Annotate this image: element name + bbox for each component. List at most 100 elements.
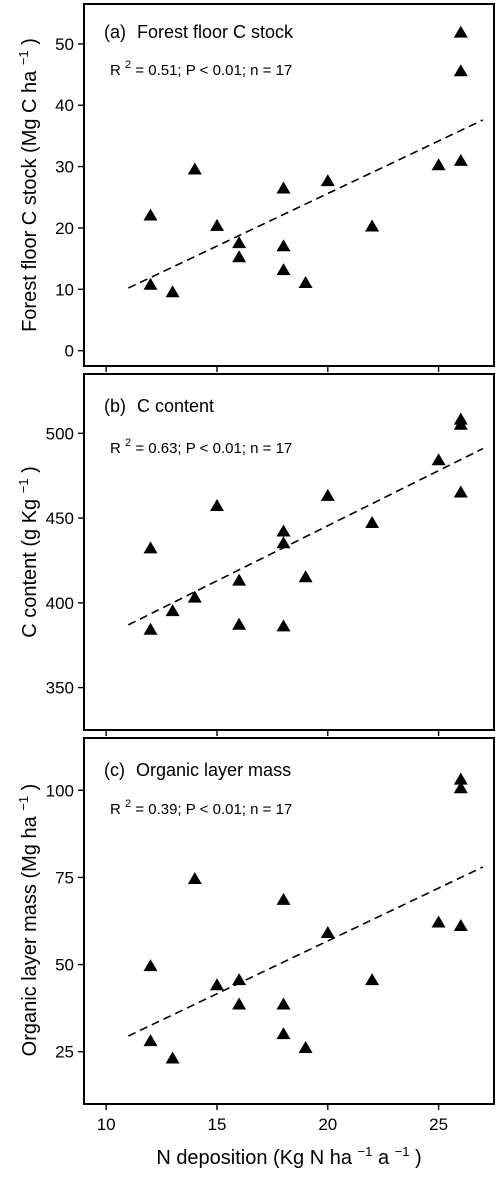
data-point (276, 536, 291, 549)
data-point (453, 772, 468, 785)
x-axis-label-exp-2: −1 (395, 1144, 410, 1159)
data-point (210, 499, 224, 511)
y-tick-label: 50 (55, 35, 74, 54)
y-tick-label: 450 (46, 509, 74, 528)
panel-title-text: Forest floor C stock (137, 22, 294, 42)
data-point (453, 412, 468, 425)
data-point (453, 919, 468, 931)
x-axis-label-main: N deposition (Kg N ha (156, 1147, 353, 1169)
y-tick-label: 10 (55, 280, 74, 299)
data-point (143, 959, 158, 972)
data-point (365, 973, 380, 986)
regression-line-group (127, 119, 484, 289)
panel-c-content: 350 400 450 500 (b) C content R 2 = 0.63; P… (16, 373, 495, 736)
stats-values: = 0.51; P < 0.01; n = 17 (135, 62, 292, 79)
x-axis-ticks (105, 366, 440, 372)
x-tick-label: 15 (208, 1115, 227, 1134)
data-point (298, 276, 313, 288)
data-point (187, 590, 202, 603)
y-tick-label: 40 (55, 96, 74, 115)
data-point (320, 926, 335, 938)
x-axis-label: N deposition (Kg N ha −1 a −1 ) (156, 1139, 421, 1169)
data-point (143, 541, 158, 554)
data-point (453, 25, 468, 38)
y-tick-label: 20 (55, 219, 74, 238)
data-point (210, 978, 224, 991)
y-axis-label-main: C content (g Kg (19, 499, 41, 638)
data-point (232, 997, 247, 1010)
panel-label: (b) (104, 396, 126, 416)
x-tick-label: 20 (318, 1115, 337, 1134)
data-point (453, 153, 468, 166)
data-point (165, 285, 180, 298)
y-axis-label-main: Forest floor C stock (Mg C ha (19, 70, 41, 332)
data-points (143, 412, 468, 635)
data-point (165, 1051, 180, 1064)
data-point (232, 617, 247, 630)
data-point (165, 604, 180, 617)
y-tick-label: 400 (46, 594, 74, 613)
regression-line-group (127, 447, 484, 626)
regression-line (127, 447, 484, 626)
data-point (365, 219, 380, 232)
regression-line (127, 119, 484, 289)
data-point (276, 239, 291, 252)
x-axis-label-exp-1: −1 (358, 1144, 373, 1159)
panel-label: (c) (104, 760, 125, 780)
data-point (276, 181, 291, 194)
x-axis-label-mid: a (378, 1147, 390, 1169)
r2-symbol: R (110, 440, 121, 457)
panel-label: (a) (104, 22, 126, 42)
data-point (143, 622, 158, 635)
panel-organic-layer-mass: 25 50 75 100 10 15 20 25 (c) Organic layer mas… (11, 737, 495, 1169)
stats-values: = 0.63; P < 0.01; n = 17 (135, 440, 292, 457)
data-point (431, 915, 446, 928)
regression-line-group (127, 866, 484, 1037)
stats-annotation: R 2 = 0.39; P < 0.01; n = 17 (110, 794, 292, 818)
data-points (143, 25, 468, 298)
x-axis-label-close: ) (415, 1147, 422, 1169)
panel-title-text: Organic layer mass (136, 760, 291, 780)
data-point (365, 516, 380, 528)
plot-frame (83, 373, 495, 731)
y-tick-label: 500 (46, 424, 74, 443)
y-tick-label: 50 (55, 956, 74, 975)
data-point (232, 573, 247, 586)
data-point (431, 453, 446, 466)
data-point (187, 872, 202, 884)
panel-title: (c) Organic layer mass (104, 760, 291, 780)
y-axis-label-exp: −1 (16, 50, 31, 65)
data-point (187, 162, 202, 175)
data-point (276, 524, 291, 537)
x-axis-ticks (105, 730, 440, 736)
r2-superscript: 2 (125, 437, 131, 449)
panel-forest-floor-c-stock: 0 10 20 30 40 50 (a) Forest floor C stock R 2… (11, 3, 495, 372)
y-tick-label: 100 (46, 781, 74, 800)
y-axis-label: Forest floor C stock (Mg C ha −1 ) (11, 38, 41, 332)
r2-symbol: R (110, 62, 121, 79)
regression-line (127, 866, 484, 1037)
data-point (453, 64, 468, 77)
plot-frame (83, 3, 495, 367)
r2-symbol: R (110, 801, 121, 818)
y-axis-label: Organic layer mass (Mg ha −1 ) (11, 784, 41, 1057)
y-axis-ticks: 350 400 450 500 (46, 424, 84, 698)
x-tick-label: 10 (97, 1115, 116, 1134)
data-point (276, 263, 291, 276)
data-point (276, 997, 291, 1010)
plot-frame (83, 737, 495, 1105)
data-point (320, 488, 335, 501)
y-axis-label-exp: −1 (16, 478, 31, 493)
y-tick-label: 30 (55, 158, 74, 177)
data-point (232, 250, 247, 263)
y-axis-label-close: ) (19, 784, 41, 791)
data-point (143, 1034, 158, 1047)
data-point (453, 485, 468, 498)
panel-title-text: C content (137, 396, 214, 416)
y-tick-label: 350 (46, 679, 74, 698)
panel-title: (b) C content (104, 396, 214, 416)
x-axis-ticks: 10 15 20 25 (97, 1104, 448, 1134)
x-tick-label: 25 (429, 1115, 448, 1134)
y-axis-label-main: Organic layer mass (Mg ha (19, 815, 41, 1056)
